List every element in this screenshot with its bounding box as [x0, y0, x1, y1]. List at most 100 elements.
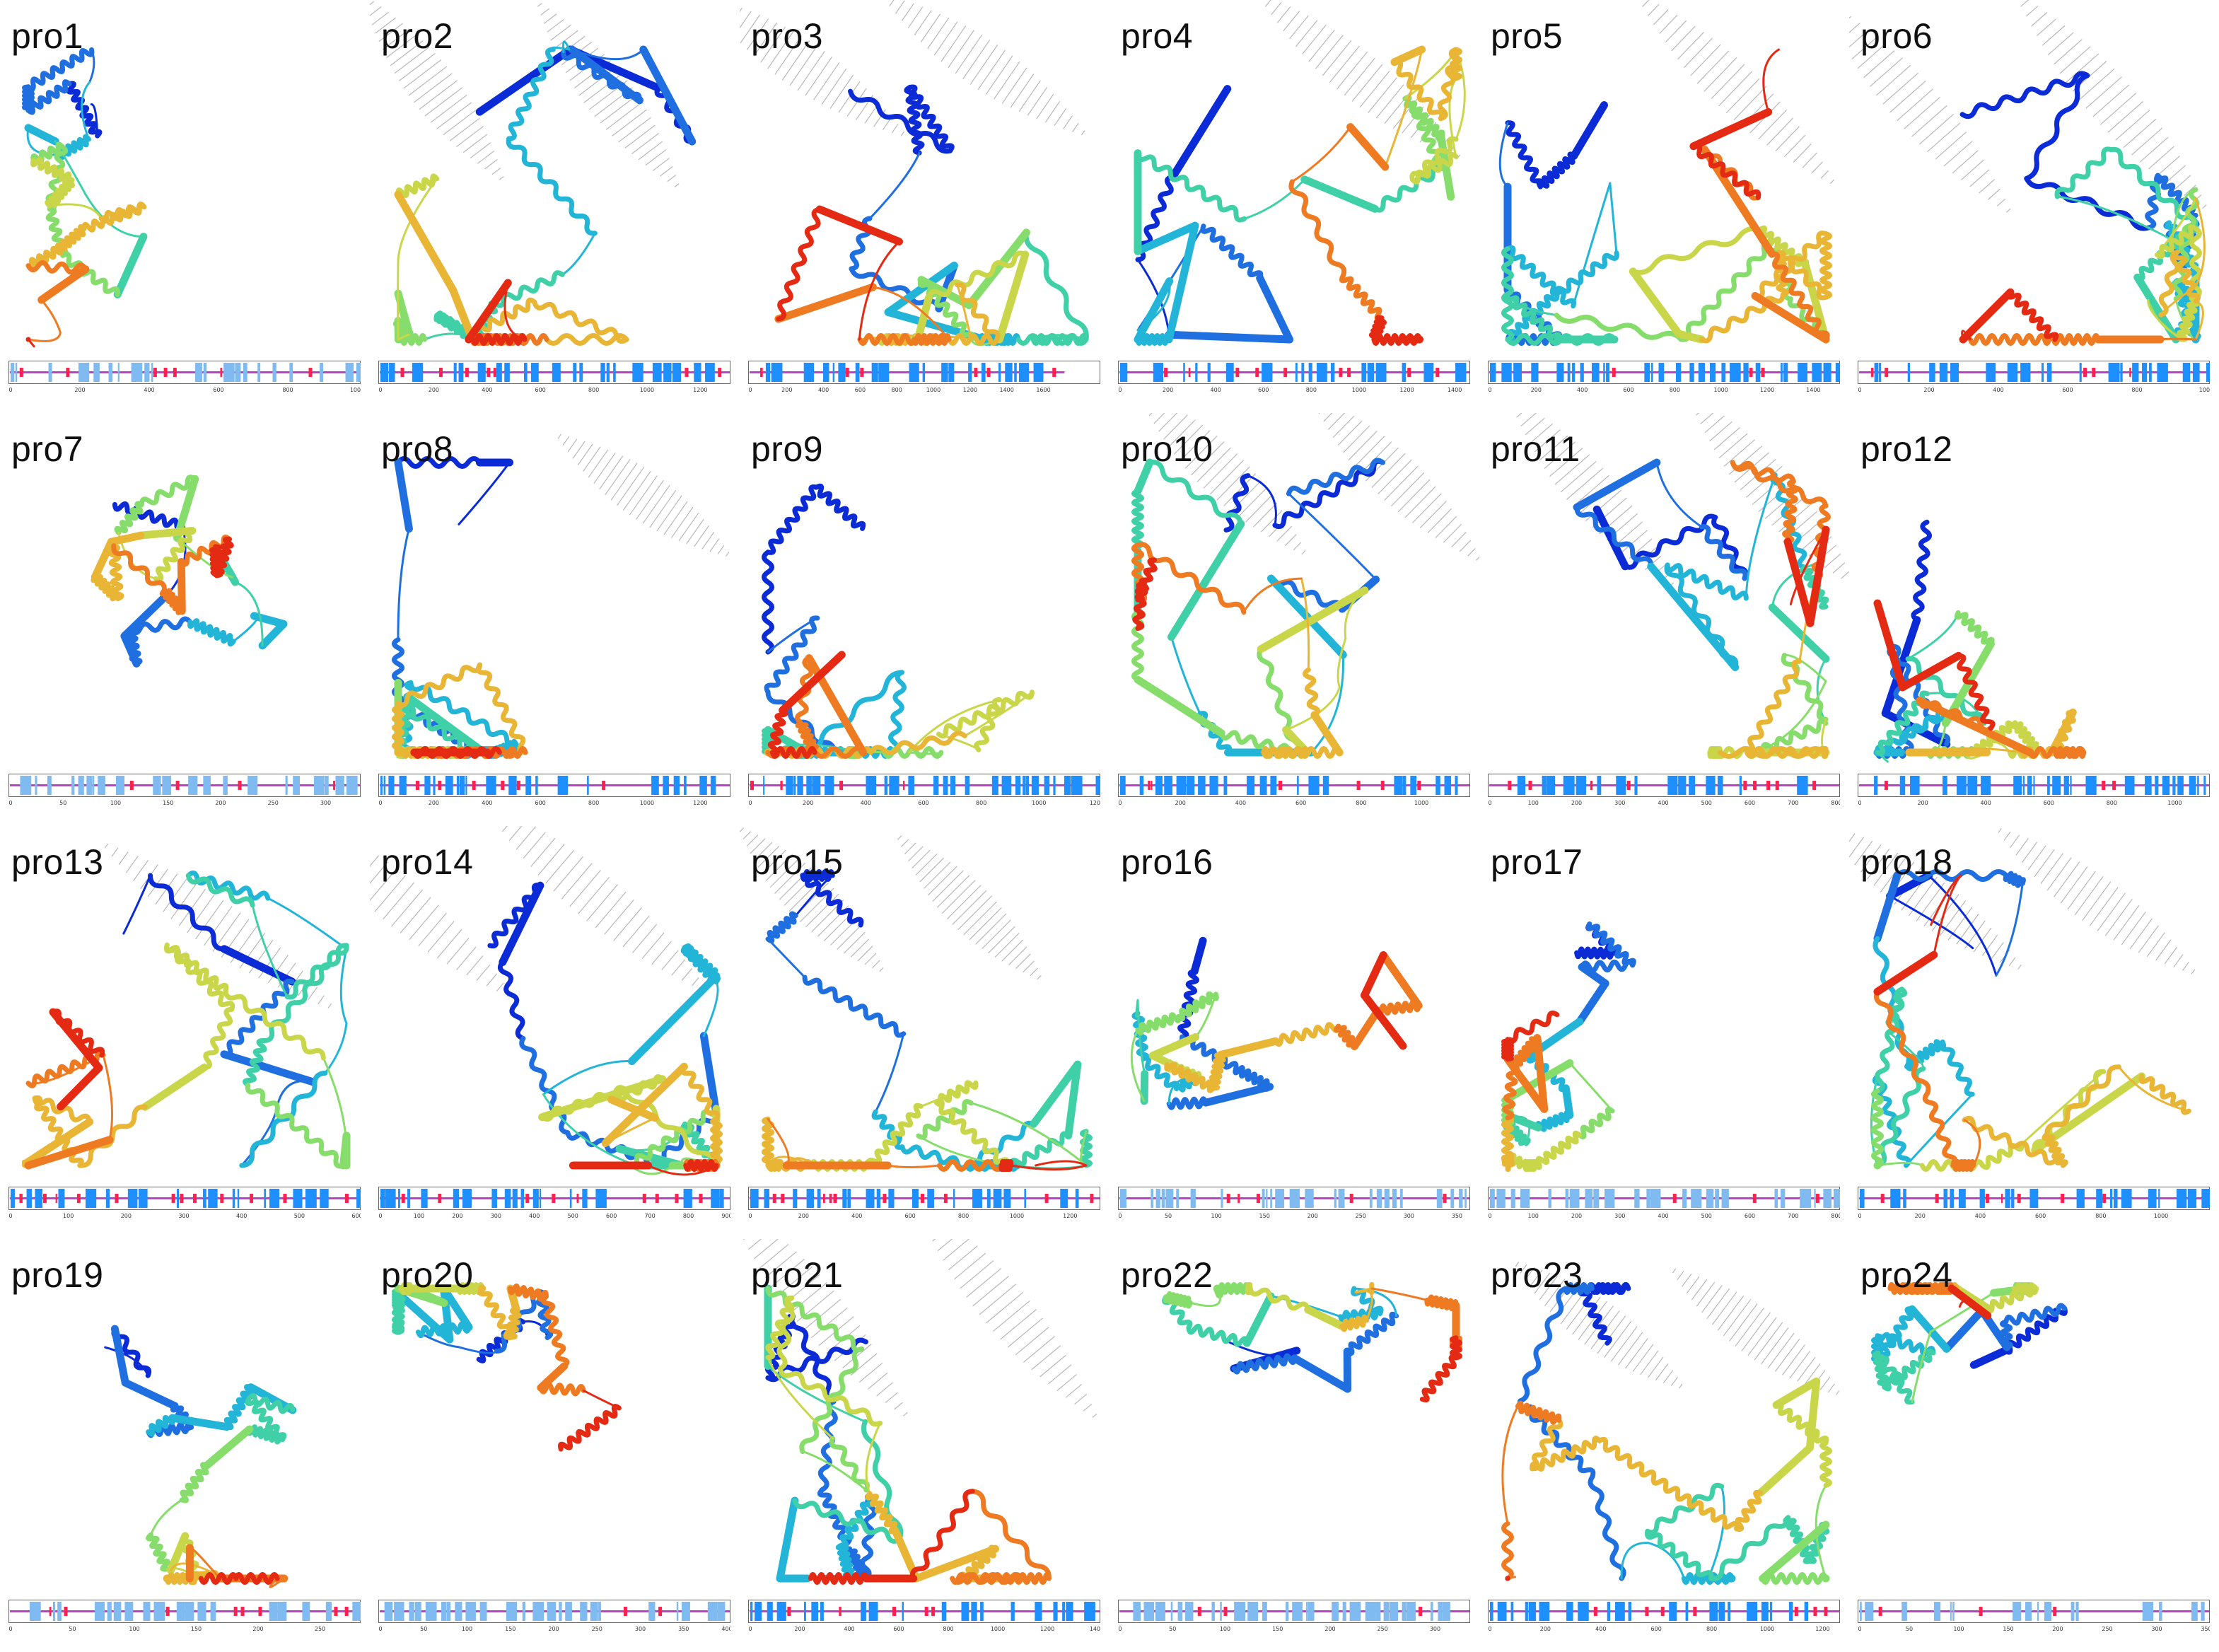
- svg-text:1000: 1000: [350, 387, 361, 393]
- svg-text:1200: 1200: [693, 387, 707, 393]
- pro10-sequence-track: 0 200 400 600 800 1000: [1118, 774, 1470, 806]
- panel-label: pro6: [1860, 16, 1933, 56]
- panel-label: pro1: [11, 16, 84, 56]
- svg-text:700: 700: [1788, 800, 1798, 806]
- membrane-plane: [1148, 413, 1306, 555]
- track-axis: 0 200 400 600 800 1000 1200 1400: [748, 1626, 1100, 1632]
- panel-pro15: pro15 0 200 400 600 800 1000 1200: [740, 826, 1110, 1239]
- pro23-structure-icon: [1501, 1262, 1840, 1585]
- svg-text:0: 0: [748, 800, 752, 806]
- panel-pro23: pro23 0 200 400 600 800 1000 1200: [1479, 1239, 1849, 1652]
- svg-text:0: 0: [1118, 1213, 1122, 1219]
- svg-text:50: 50: [1906, 1626, 1913, 1632]
- track-axis: 0 200 400 600 800 1000 1200: [378, 800, 707, 806]
- ribbon-cartoon: [22, 47, 148, 348]
- svg-text:1200: 1200: [963, 387, 977, 393]
- svg-text:400: 400: [1658, 1213, 1668, 1219]
- track-axis: 0 50 100 150 200 250 300 350: [1858, 1626, 2210, 1632]
- svg-text:400: 400: [144, 387, 154, 393]
- pro21-structure-icon: [742, 1239, 1097, 1585]
- ribbon-cartoon: [1501, 1282, 1832, 1585]
- track-axis: 0 50 100 150 200 250 300: [1118, 1626, 1440, 1632]
- panel-pro6: pro6 0 200 400 600 800 1000: [1849, 0, 2219, 413]
- svg-text:50: 50: [1169, 1626, 1176, 1632]
- svg-text:300: 300: [1614, 800, 1625, 806]
- svg-text:800: 800: [1306, 387, 1317, 393]
- pro10-structure-icon: [1131, 413, 1479, 759]
- svg-text:50: 50: [59, 800, 66, 806]
- svg-text:0: 0: [1488, 800, 1491, 806]
- svg-text:50: 50: [1165, 1213, 1172, 1219]
- svg-text:400: 400: [236, 1213, 247, 1219]
- svg-text:1000: 1000: [1713, 387, 1728, 393]
- ribbon-cartoon: [1959, 71, 2206, 346]
- svg-text:0: 0: [1858, 387, 1861, 393]
- pro12-sequence-track: 0 200 400 600 800 1000: [1858, 774, 2210, 806]
- panel-label: pro24: [1860, 1255, 1953, 1295]
- panel-pro13: pro13 0 100 200 300 400 500 600: [0, 826, 370, 1239]
- svg-text:400: 400: [721, 1626, 730, 1632]
- panel-label: pro3: [751, 16, 824, 56]
- svg-text:800: 800: [282, 387, 293, 393]
- svg-text:250: 250: [592, 1626, 602, 1632]
- svg-text:100: 100: [1528, 1213, 1539, 1219]
- svg-text:300: 300: [1404, 1213, 1414, 1219]
- track-axis: 0 50 100 150 200 250 300 350 400: [378, 1626, 730, 1632]
- svg-text:200: 200: [452, 1213, 462, 1219]
- svg-text:600: 600: [2035, 1213, 2046, 1219]
- membrane-plane: [1318, 413, 1479, 561]
- membrane-plane: [1849, 16, 2011, 213]
- panel-pro16: pro16 0 50 100 150 200 250 300 350: [1110, 826, 1479, 1239]
- svg-text:800: 800: [892, 387, 902, 393]
- ribbon-cartoon: [392, 40, 697, 346]
- track-axis: 0 200 400 600 800 1000 1200: [748, 800, 1100, 806]
- svg-text:0: 0: [378, 387, 382, 393]
- track-axis: 0 100 200 300 400 500 600: [8, 1213, 361, 1219]
- svg-text:1000: 1000: [991, 1626, 1005, 1632]
- pro3-sequence-track: 0 200 400 600 800 1000 1200 1400 1600: [748, 361, 1100, 393]
- svg-text:600: 600: [1295, 800, 1306, 806]
- svg-text:150: 150: [505, 1626, 516, 1632]
- track-axis: 0 200 400 600 800 1000: [1858, 1213, 2168, 1219]
- panel-pro11: pro11 0 100 200 300 400 500 600 700 800: [1479, 413, 1849, 826]
- svg-text:1200: 1200: [1399, 387, 1414, 393]
- panel-label: pro21: [751, 1255, 844, 1295]
- pro17-structure-icon: [1501, 921, 1636, 1172]
- pro18-sequence-track: 0 200 400 600 800 1000: [1858, 1187, 2210, 1219]
- svg-text:0: 0: [748, 1213, 752, 1219]
- pro5-structure-icon: [1498, 0, 1834, 346]
- svg-text:400: 400: [1595, 1626, 1606, 1632]
- svg-text:400: 400: [1993, 387, 2003, 393]
- svg-text:1000: 1000: [1352, 387, 1366, 393]
- panel-pro4: pro4 0 200 400 600 800 1000 1200 1400: [1110, 0, 1479, 413]
- panel-label: pro2: [381, 16, 454, 56]
- pro7-structure-icon: [91, 475, 288, 668]
- svg-text:200: 200: [1571, 800, 1582, 806]
- panel-label: pro18: [1860, 842, 1953, 882]
- membrane-plane: [370, 855, 511, 997]
- ribbon-cartoon: [774, 84, 1089, 347]
- pro12-structure-icon: [1873, 519, 2087, 763]
- svg-text:200: 200: [548, 1626, 559, 1632]
- svg-text:800: 800: [1831, 800, 1840, 806]
- panel-label: pro10: [1121, 429, 1213, 469]
- panel-pro19: pro19 0 50 100 150 200 250: [0, 1239, 370, 1652]
- svg-text:400: 400: [1211, 387, 1221, 393]
- ribbon-cartoon: [1131, 458, 1385, 759]
- svg-text:600: 600: [1623, 387, 1633, 393]
- panel-pro10: pro10 0 200 400 600 800 1000: [1110, 413, 1479, 826]
- svg-text:400: 400: [818, 387, 829, 393]
- panel-label: pro5: [1491, 16, 1563, 56]
- ribbon-cartoon: [1871, 1282, 2068, 1405]
- svg-text:0: 0: [748, 1626, 752, 1632]
- svg-text:350: 350: [2201, 1626, 2210, 1632]
- svg-text:0: 0: [1488, 387, 1491, 393]
- svg-text:0: 0: [8, 387, 12, 393]
- svg-text:1200: 1200: [1760, 387, 1774, 393]
- pro20-sequence-track: 0 50 100 150 200 250 300 350 400: [378, 1600, 730, 1632]
- pro9-sequence-track: 0 200 400 600 800 1000 1200: [748, 774, 1100, 806]
- svg-text:600: 600: [893, 1626, 904, 1632]
- svg-text:400: 400: [861, 800, 871, 806]
- ribbon-cartoon: [392, 1282, 622, 1452]
- panel-label: pro17: [1491, 842, 1583, 882]
